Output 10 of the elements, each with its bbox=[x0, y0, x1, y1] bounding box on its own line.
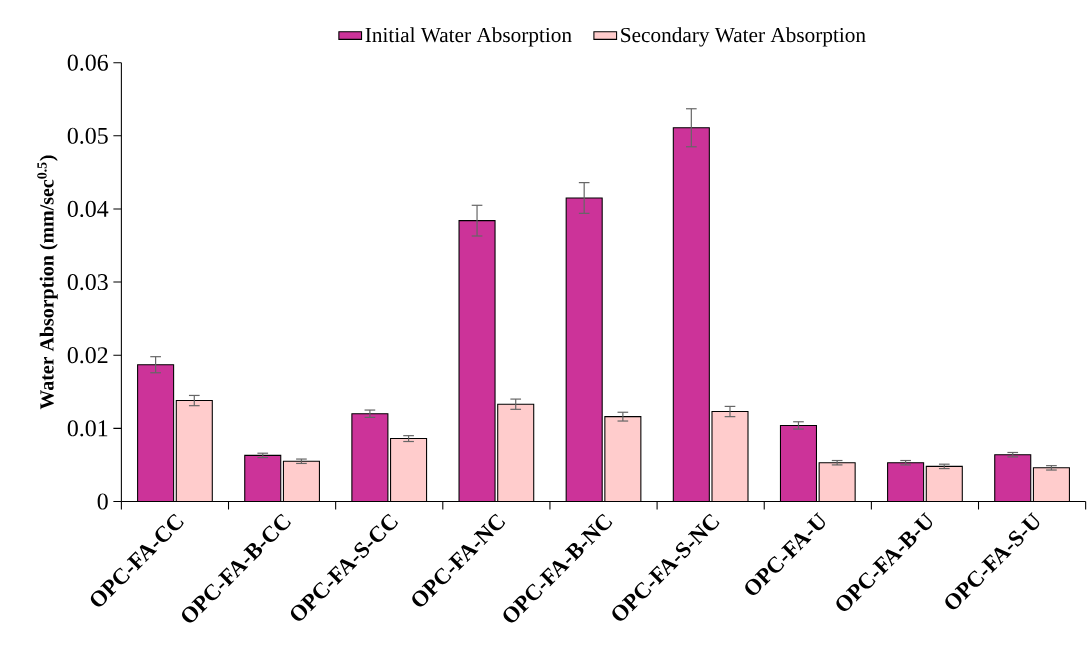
y-tick-label: 0.05 bbox=[67, 127, 108, 144]
y-tick-label: 0.03 bbox=[67, 274, 108, 291]
y-tick-label: 0.02 bbox=[67, 347, 108, 364]
y-tick-label: 0.01 bbox=[67, 420, 108, 437]
legend-label: Secondary Water Absorption bbox=[621, 27, 866, 47]
legend-label: Initial Water Absorption bbox=[365, 27, 572, 47]
y-tick-label: 0 bbox=[97, 493, 108, 510]
y-tick-label: 0.06 bbox=[67, 54, 108, 71]
text: Water Absorption (mm/sec$^{0.5}$) bbox=[37, 155, 58, 410]
y-tick-label: 0.04 bbox=[67, 200, 109, 218]
